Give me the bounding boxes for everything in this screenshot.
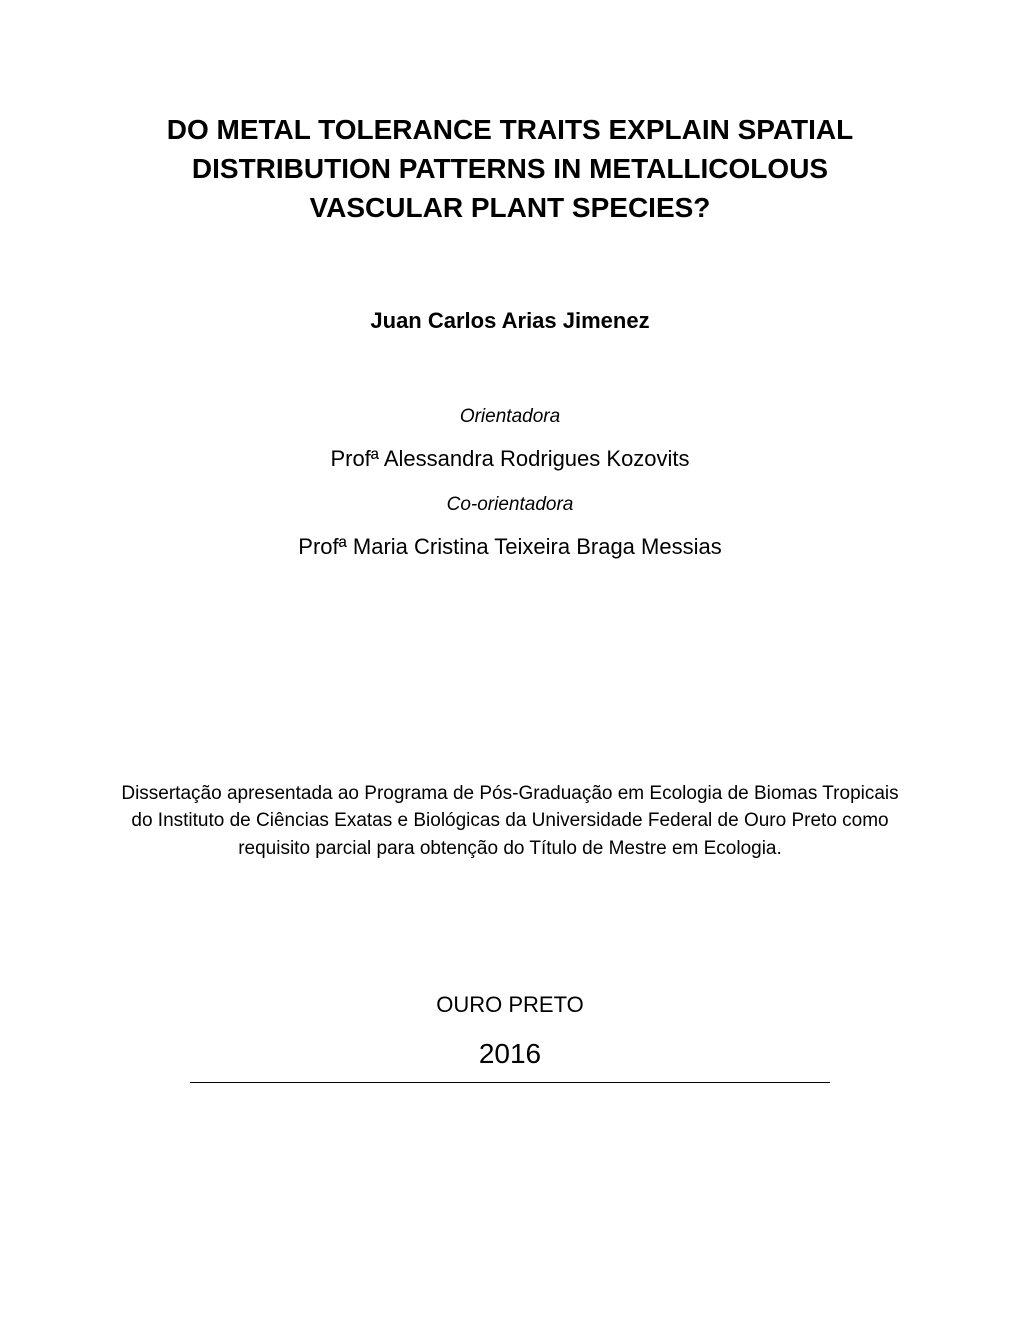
advisor-role-label: Orientadora [120,406,900,428]
author-name: Juan Carlos Arias Jimenez [120,308,900,334]
footer-block: OURO PRETO 2016 [120,992,900,1083]
divider-line [190,1082,830,1083]
coadvisor-role-label: Co-orientadora [120,494,900,516]
coadvisor-name: Profª Maria Cristina Teixeira Braga Mess… [120,534,900,560]
document-page: DO METAL TOLERANCE TRAITS EXPLAIN SPATIA… [0,0,1020,1319]
year-label: 2016 [120,1038,900,1078]
advisor-name: Profª Alessandra Rodrigues Kozovits [120,446,900,472]
thesis-description: Dissertação apresentada ao Programa de P… [120,780,900,863]
city-label: OURO PRETO [120,992,900,1018]
thesis-title: DO METAL TOLERANCE TRAITS EXPLAIN SPATIA… [120,110,900,228]
